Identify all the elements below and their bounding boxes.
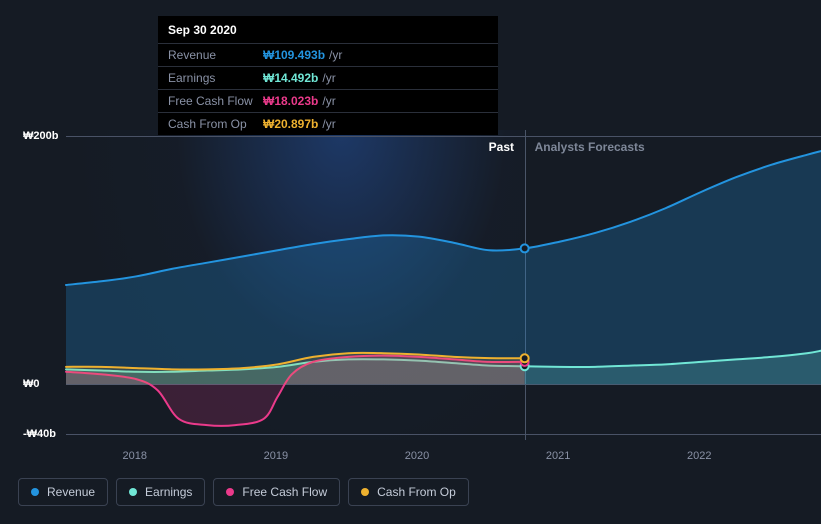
- tooltip-row-unit: /yr: [322, 94, 335, 108]
- legend-dot-icon: [361, 488, 369, 496]
- legend-item-fcf[interactable]: Free Cash Flow: [213, 478, 340, 506]
- tooltip-row-label: Free Cash Flow: [168, 94, 263, 108]
- legend-item-revenue[interactable]: Revenue: [18, 478, 108, 506]
- tooltip-row-unit: /yr: [322, 71, 335, 85]
- y-axis-label: ₩200b: [23, 130, 58, 142]
- chart-svg: [66, 130, 821, 440]
- x-axis-label: 2022: [687, 450, 711, 462]
- tooltip-row-value: ₩109.493b: [263, 48, 325, 62]
- tooltip-row-value: ₩18.023b: [263, 94, 318, 108]
- legend-dot-icon: [129, 488, 137, 496]
- x-axis-label: 2018: [123, 450, 147, 462]
- tooltip-row-label: Revenue: [168, 48, 263, 62]
- legend-item-label: Earnings: [145, 485, 192, 499]
- x-axis-label: 2021: [546, 450, 570, 462]
- tooltip-row: Cash From Op ₩20.897b /yr: [158, 112, 498, 135]
- tooltip-row-label: Cash From Op: [168, 117, 263, 131]
- chart-container: Past Analysts Forecasts ₩200b ₩0 -₩40b 2…: [18, 0, 803, 524]
- y-axis-label: ₩0: [23, 378, 40, 390]
- tooltip-row-label: Earnings: [168, 71, 263, 85]
- tooltip-row-value: ₩14.492b: [263, 71, 318, 85]
- tooltip-row-unit: /yr: [322, 117, 335, 131]
- tooltip-row-unit: /yr: [329, 48, 342, 62]
- legend-item-label: Free Cash Flow: [242, 485, 327, 499]
- legend-item-cfo[interactable]: Cash From Op: [348, 478, 469, 506]
- tooltip-row: Earnings ₩14.492b /yr: [158, 66, 498, 89]
- legend-item-label: Cash From Op: [377, 485, 456, 499]
- legend-dot-icon: [31, 488, 39, 496]
- y-axis-label: -₩40b: [23, 428, 56, 440]
- legend-item-label: Revenue: [47, 485, 95, 499]
- tooltip-row: Revenue ₩109.493b /yr: [158, 43, 498, 66]
- x-axis-label: 2019: [264, 450, 288, 462]
- legend: Revenue Earnings Free Cash Flow Cash Fro…: [18, 478, 469, 506]
- tooltip: Sep 30 2020 Revenue ₩109.493b /yr Earnin…: [158, 16, 498, 135]
- legend-dot-icon: [226, 488, 234, 496]
- tooltip-row-value: ₩20.897b: [263, 117, 318, 131]
- x-axis-label: 2020: [405, 450, 429, 462]
- tooltip-row: Free Cash Flow ₩18.023b /yr: [158, 89, 498, 112]
- tooltip-title: Sep 30 2020: [158, 16, 498, 43]
- legend-item-earnings[interactable]: Earnings: [116, 478, 205, 506]
